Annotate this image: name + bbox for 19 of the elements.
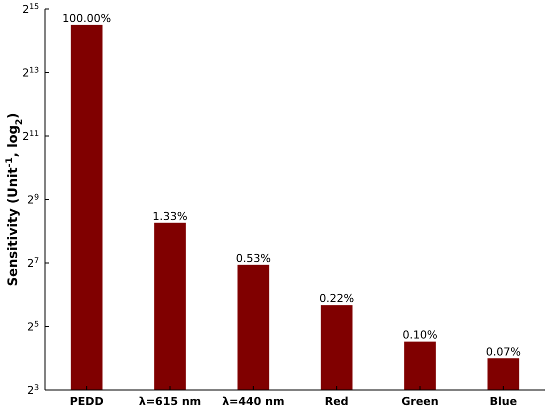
y-tick-label: 2$^{3}$ <box>27 382 40 397</box>
annotation: 0.22% <box>319 292 354 306</box>
y-tick-label: 2$^{7}$ <box>27 256 40 270</box>
x-tick-label: Red <box>324 395 349 408</box>
y-tick-label: 2$^{15}$ <box>22 2 40 16</box>
x-tick-label: Green <box>401 395 439 408</box>
annotation: 0.07% <box>486 345 521 358</box>
y-tick-label: 2$^{13}$ <box>22 65 40 80</box>
y-tick-label: 2$^{5}$ <box>27 319 40 334</box>
y-tick-label: 2$^{9}$ <box>27 192 40 206</box>
annotation: 0.53% <box>236 252 271 265</box>
x-tick-label: λ=615 nm <box>138 395 202 408</box>
annotation: 0.10% <box>402 328 438 342</box>
y-tick-label: 2$^{11}$ <box>22 128 40 143</box>
x-tick-label: Blue <box>490 395 518 408</box>
x-tick-label: λ=440 nm <box>222 395 284 408</box>
x-tick-label: PEDD <box>70 395 104 408</box>
annotation: 100.00% <box>62 12 112 25</box>
annotation: 1.33% <box>152 210 188 223</box>
